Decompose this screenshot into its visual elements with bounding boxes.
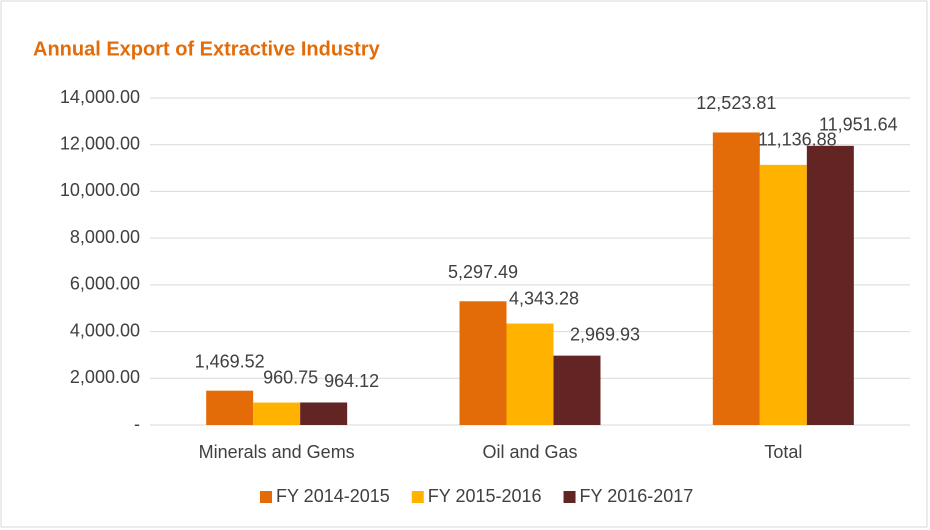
legend-label: FY 2014-2015 (276, 486, 390, 506)
data-label: 1,469.52 (195, 351, 265, 371)
y-tick-label: 8,000.00 (70, 227, 140, 247)
data-label: 11,951.64 (819, 115, 898, 135)
data-label: 964.12 (324, 371, 379, 391)
legend-swatch (563, 491, 576, 503)
legend-swatch (260, 491, 272, 503)
legend-swatch (411, 491, 424, 503)
bar (759, 164, 807, 425)
data-label: 4,343.28 (509, 288, 579, 308)
bar (806, 145, 854, 425)
data-label: 5,297.49 (448, 262, 518, 282)
legend-label: FY 2016-2017 (580, 486, 694, 506)
x-tick-label: Total (764, 442, 802, 462)
data-label: 12,523.81 (696, 93, 776, 113)
bar (253, 402, 301, 425)
y-tick-label: 4,000.00 (70, 320, 140, 340)
y-tick-label: 2,000.00 (70, 367, 140, 387)
data-label: 960.75 (263, 367, 318, 387)
bar (459, 301, 507, 425)
bar (712, 132, 760, 425)
data-label: 2,969.93 (570, 324, 640, 344)
chart-title: Annual Export of Extractive Industry (33, 38, 381, 60)
x-tick-label: Oil and Gas (482, 442, 577, 462)
y-tick-label: - (134, 414, 140, 434)
x-tick-label: Minerals and Gems (199, 442, 355, 462)
data-label: 11,136.88 (758, 130, 837, 150)
y-tick-label: 12,000.00 (60, 133, 140, 153)
legend-label: FY 2015-2016 (428, 486, 542, 506)
y-tick-label: 10,000.00 (60, 180, 140, 200)
bar (300, 402, 348, 425)
y-tick-label: 6,000.00 (70, 274, 140, 294)
bar (506, 323, 554, 425)
y-tick-label: 14,000.00 (60, 87, 140, 107)
bar (553, 355, 601, 425)
bar (206, 390, 254, 425)
